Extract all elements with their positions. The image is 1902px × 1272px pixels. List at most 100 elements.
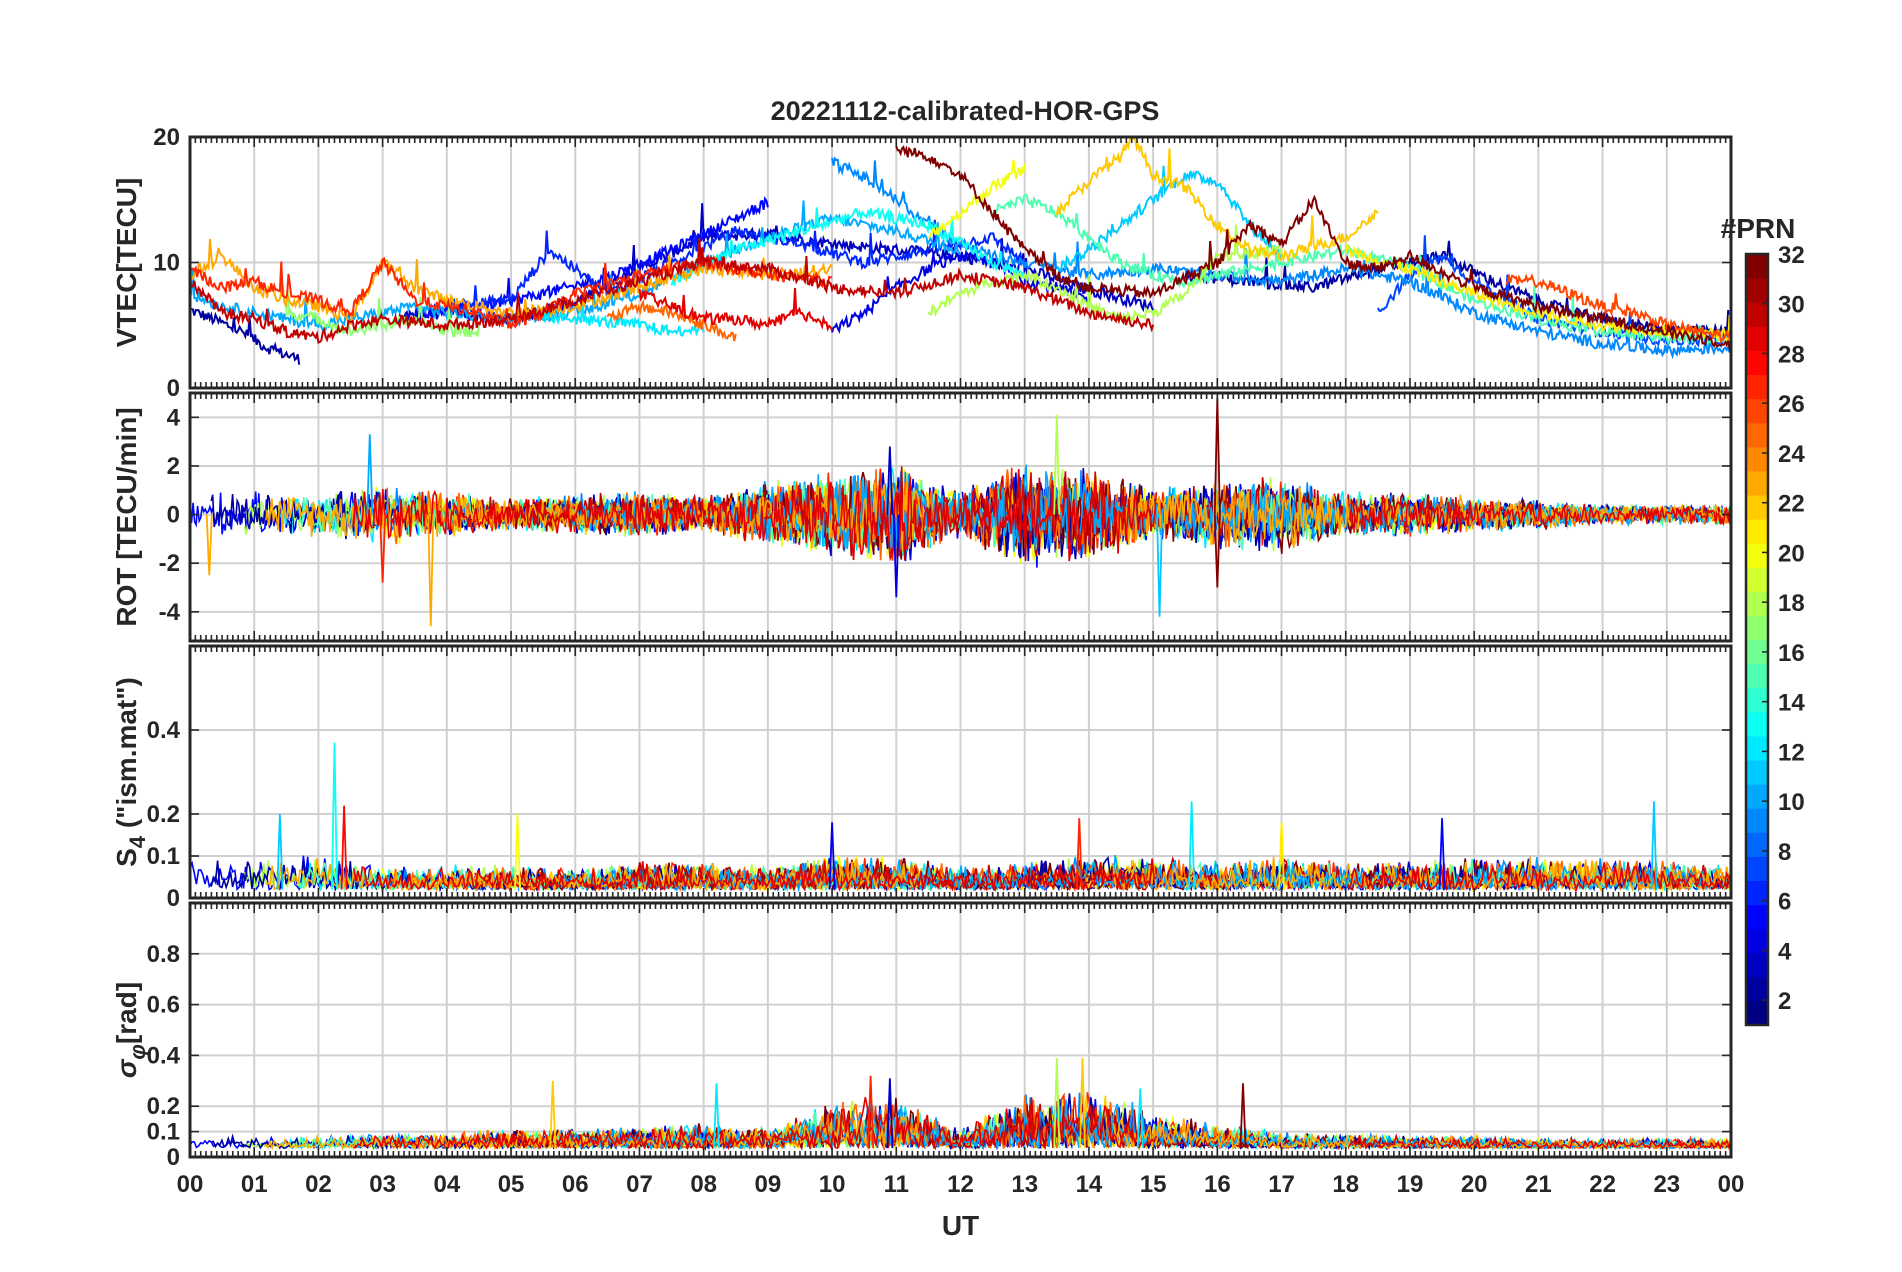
- spike-prn-12: [713, 1083, 720, 1149]
- x-tick-label: 07: [626, 1171, 653, 1198]
- y-tick-label: 0: [167, 1144, 180, 1171]
- spike-prn-27: [379, 514, 387, 583]
- series-prn-29: [352, 858, 1157, 893]
- colorbar-segment: [1746, 494, 1768, 520]
- colorbar-segment: [1746, 904, 1768, 930]
- spike-prn-27: [1075, 818, 1083, 890]
- colorbar-tick-label: 14: [1778, 690, 1805, 717]
- spike-prn-11: [1156, 514, 1164, 617]
- colorbar-tick-label: 16: [1778, 640, 1805, 667]
- series-prn-22: [1055, 137, 1379, 263]
- x-tick-label: 01: [241, 1171, 268, 1198]
- y-tick-label: 0: [167, 502, 180, 529]
- series-prn-23: [1112, 856, 1731, 893]
- colorbar-tick-label: 22: [1778, 491, 1805, 518]
- colorbar-segment: [1746, 398, 1768, 424]
- x-tick-label: 00: [1718, 1171, 1745, 1198]
- series-prn-29: [1348, 494, 1731, 534]
- series-prn-30: [474, 856, 1478, 893]
- panel-s4: 0 0.1 0.2 0.4S4 ("ism.mat"): [111, 644, 1733, 912]
- series-prn-29: [352, 469, 1158, 562]
- figure-title: 20221112-calibrated-HOR-GPS: [771, 96, 1160, 126]
- colorbar-segment: [1746, 446, 1768, 472]
- x-tick-label: 03: [369, 1171, 396, 1198]
- spike-prn-3: [886, 1078, 894, 1149]
- colorbar-tick-label: 24: [1778, 441, 1805, 468]
- series-group: [190, 137, 1731, 365]
- colorbar-segment: [1746, 759, 1768, 785]
- y-tick-label: 20: [153, 124, 180, 151]
- series-prn-15: [991, 193, 1731, 347]
- colorbar-segment: [1746, 784, 1768, 809]
- series-group: [190, 742, 1731, 893]
- spike-prn-12: [1188, 801, 1196, 890]
- colorbar-tick-label: 4: [1778, 938, 1792, 965]
- colorbar-tick-label: 2: [1778, 988, 1791, 1015]
- colorbar-tick-label: 26: [1778, 391, 1805, 418]
- spike-prn-32: [1239, 1083, 1247, 1149]
- series-prn-30: [190, 237, 1155, 344]
- colorbar-label: #PRN: [1721, 213, 1796, 244]
- series-prn-29: [638, 288, 834, 332]
- spike-prn-28: [340, 805, 348, 890]
- colorbar-segment: [1746, 254, 1768, 279]
- series-prn-26: [1505, 272, 1731, 344]
- colorbar-segment: [1746, 422, 1768, 448]
- x-axis-label: UT: [942, 1210, 979, 1241]
- spike-prn-11: [1650, 801, 1658, 890]
- x-tick-label: 16: [1204, 1171, 1231, 1198]
- spike-prn-21: [1278, 822, 1286, 890]
- spike-prn-18: [1053, 1057, 1061, 1149]
- colorbar-segment: [1746, 567, 1768, 592]
- x-tick-label: 02: [305, 1171, 332, 1198]
- y-tick-label: -2: [159, 550, 180, 577]
- spike-prn-5: [1438, 818, 1446, 890]
- y-axis-label: S4 ("ism.mat"): [111, 677, 150, 867]
- series-prn-13: [670, 206, 1026, 287]
- minor-ticks: [189, 137, 1732, 388]
- series-prn-11: [1056, 165, 1283, 274]
- series-prn-29: [1348, 860, 1731, 893]
- colorbar-tick-label: 28: [1778, 341, 1805, 368]
- y-tick-label: 0.1: [147, 843, 180, 870]
- colorbar-segment: [1746, 519, 1768, 544]
- colorbar-segment: [1746, 326, 1768, 351]
- colorbar-segment: [1746, 639, 1768, 665]
- panel-rot: -4 -2 0 2 4 ROT [TECU/min]: [111, 391, 1733, 643]
- colorbar-segment: [1746, 350, 1768, 376]
- colorbar-tick-label: 10: [1778, 789, 1805, 816]
- spike-prn-4: [828, 822, 836, 890]
- x-tick-label: 11: [884, 1171, 909, 1198]
- colorbar-segment: [1746, 470, 1768, 496]
- x-tick-label: 22: [1589, 1171, 1616, 1198]
- panel-vtec: 0 10 20 VTEC[TECU]: [111, 124, 1733, 402]
- minor-ticks: [189, 646, 1732, 898]
- y-tick-label: 0.2: [147, 1093, 180, 1120]
- series-prn-32: [895, 145, 1731, 353]
- x-tick-label: 13: [1011, 1171, 1038, 1198]
- y-tick-label: 0.4: [147, 1042, 181, 1069]
- y-axis-label: VTEC[TECU]: [111, 178, 142, 348]
- colorbar-tick-label: 12: [1778, 739, 1805, 766]
- series-group: [190, 397, 1731, 627]
- colorbar-segment: [1746, 687, 1768, 713]
- spike-prn-27: [867, 1075, 875, 1149]
- spike-prn-22: [1079, 1057, 1086, 1149]
- colorbar-segment: [1746, 278, 1768, 303]
- y-tick-label: 0.8: [147, 941, 180, 968]
- colorbar-tick-label: 6: [1778, 889, 1791, 916]
- x-tick-label: 14: [1076, 1171, 1103, 1198]
- spike-prn-20: [513, 813, 521, 890]
- y-tick-label: 2: [167, 453, 180, 480]
- x-tick-label: 08: [690, 1171, 717, 1198]
- series-prn-9: [831, 156, 1731, 360]
- y-tick-label: -4: [159, 599, 181, 626]
- series-prn-30: [474, 466, 1478, 562]
- series-prn-29: [1348, 1133, 1731, 1151]
- x-tick-label: 09: [755, 1171, 782, 1198]
- colorbar-segment: [1746, 832, 1768, 857]
- y-tick-label: 0: [167, 375, 180, 402]
- colorbar-segment: [1746, 663, 1768, 689]
